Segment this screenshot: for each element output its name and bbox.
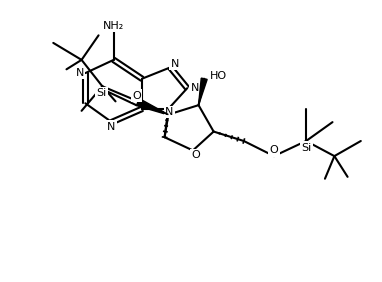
- Text: N: N: [107, 122, 115, 132]
- Polygon shape: [137, 99, 168, 114]
- Text: Si: Si: [302, 143, 312, 153]
- Text: O: O: [132, 91, 141, 101]
- Text: Si: Si: [96, 88, 107, 98]
- Text: N: N: [165, 107, 173, 117]
- Text: NH₂: NH₂: [103, 21, 124, 31]
- Text: O: O: [270, 146, 278, 155]
- Text: O: O: [191, 150, 200, 160]
- Text: N: N: [191, 83, 199, 93]
- Text: N: N: [76, 68, 84, 78]
- Polygon shape: [199, 78, 207, 105]
- Text: HO: HO: [210, 71, 227, 81]
- Text: N: N: [171, 59, 179, 69]
